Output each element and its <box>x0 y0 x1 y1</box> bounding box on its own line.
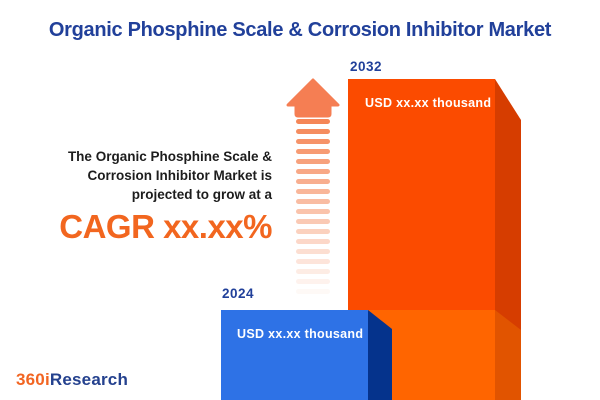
growth-description: The Organic Phosphine Scale & Corrosion … <box>10 147 272 246</box>
arrow-stripe <box>296 119 330 124</box>
arrow-stripe <box>296 199 330 204</box>
arrow-stripe <box>296 289 330 294</box>
description-line: The Organic Phosphine Scale & <box>67 149 272 164</box>
arrow-stripe <box>296 269 330 274</box>
arrow-stripe <box>296 219 330 224</box>
brand-logo: 360iResearch <box>16 370 128 390</box>
arrow-stripe <box>296 179 330 184</box>
arrow-stripe <box>296 259 330 264</box>
year-label-2024: 2024 <box>222 286 255 301</box>
arrow-stripe <box>296 249 330 254</box>
arrow-stripe <box>296 139 330 144</box>
arrow-stripe <box>296 129 330 134</box>
value-label-2024: USD xx.xx thousand <box>237 327 364 341</box>
cagr-value: CAGR xx.xx% <box>59 208 272 245</box>
arrow-stripe <box>296 229 330 234</box>
logo-360i: 360i <box>16 370 50 389</box>
arrow-stripe <box>296 149 330 154</box>
arrow-stripe <box>296 169 330 174</box>
arrow-stripe <box>296 239 330 244</box>
logo-research: Research <box>49 370 129 389</box>
growth-arrow-head <box>286 78 340 118</box>
bar-2032-base-side <box>495 310 521 400</box>
bar-2024-side <box>368 310 392 400</box>
arrow-stripe <box>296 279 330 284</box>
year-label-2032: 2032 <box>350 59 383 74</box>
arrow-stripe <box>296 209 330 214</box>
description-line: Corrosion Inhibitor Market is <box>87 168 272 183</box>
arrow-stripe <box>296 159 330 164</box>
growth-arrow-icon <box>286 78 340 118</box>
arrow-stripes <box>296 119 330 301</box>
page-title: Organic Phosphine Scale & Corrosion Inhi… <box>48 19 552 41</box>
bar-2024-face <box>221 310 368 400</box>
description-line: projected to grow at a <box>131 187 272 202</box>
arrow-stripe <box>296 189 330 194</box>
value-label-2032: USD xx.xx thousand <box>365 96 492 110</box>
